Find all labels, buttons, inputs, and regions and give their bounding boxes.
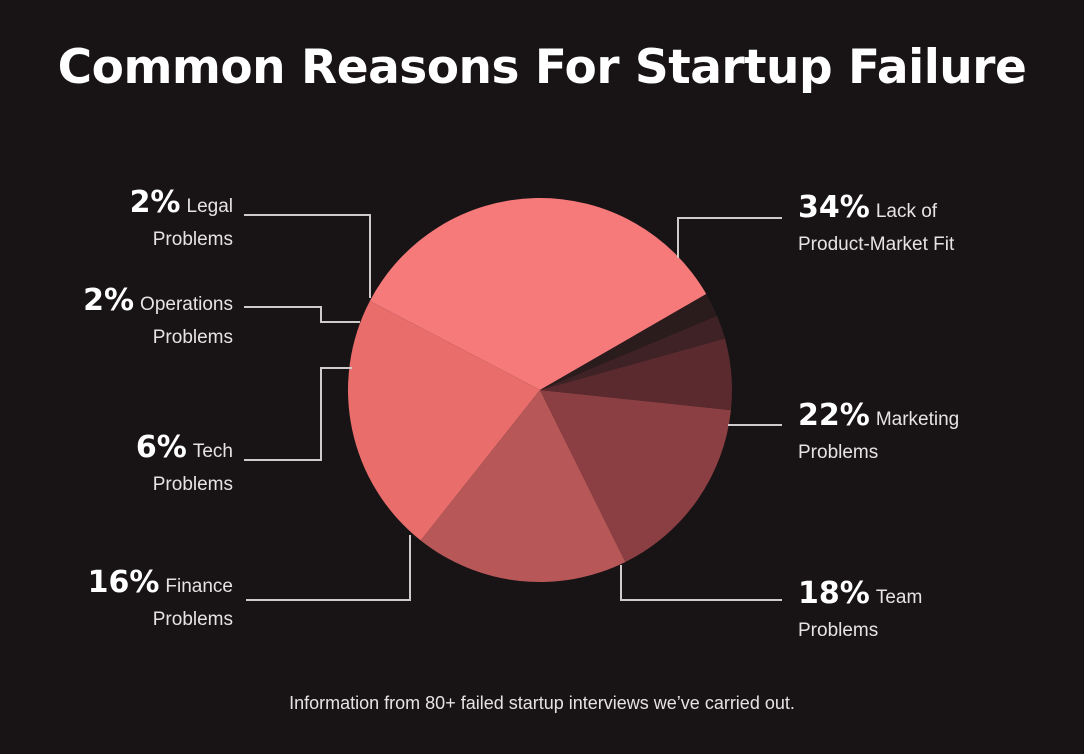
label-line2: Problems bbox=[152, 327, 233, 348]
label-line2: Problems bbox=[152, 229, 233, 250]
label-pct: 18% bbox=[798, 576, 870, 611]
label-line1: Team bbox=[875, 587, 923, 608]
slice-tech bbox=[540, 338, 733, 411]
label-line2: Problems bbox=[798, 442, 879, 463]
label-pct: 16% bbox=[87, 565, 160, 600]
leader-product-market-fit bbox=[677, 217, 782, 258]
label-pct: 22% bbox=[798, 398, 870, 433]
label-pct: 6% bbox=[135, 430, 187, 465]
label-legal: 2% Legal Problems bbox=[40, 187, 233, 257]
leader-team bbox=[620, 565, 782, 601]
label-operations: 2% Operations Problems bbox=[40, 285, 233, 355]
label-line2: Problems bbox=[152, 474, 233, 495]
label-line1: Operations bbox=[140, 294, 233, 315]
label-line1: Tech bbox=[192, 441, 233, 462]
label-pct: 2% bbox=[129, 185, 181, 220]
label-team: 18% Team Problems bbox=[798, 578, 922, 648]
slice-finance bbox=[540, 390, 731, 562]
label-line2: Problems bbox=[152, 609, 233, 630]
label-pct: 2% bbox=[83, 283, 135, 318]
label-line1: Finance bbox=[165, 576, 233, 597]
label-pct: 34% bbox=[798, 190, 870, 225]
label-product-market-fit: 34% Lack of Product-Market Fit bbox=[798, 192, 954, 262]
label-finance: 16% Finance Problems bbox=[40, 567, 233, 637]
leader-legal bbox=[244, 214, 371, 298]
label-line2: Problems bbox=[798, 620, 879, 641]
leader-finance bbox=[246, 535, 411, 601]
label-line1: Marketing bbox=[875, 409, 960, 430]
chart-title: Common Reasons For Startup Failure bbox=[57, 40, 1027, 95]
label-tech: 6% Tech Problems bbox=[40, 432, 233, 502]
label-line2: Product-Market Fit bbox=[798, 234, 955, 255]
label-line1: Lack of bbox=[875, 201, 938, 222]
leader-operations bbox=[244, 306, 360, 323]
footnote: Information from 80+ failed startup inte… bbox=[289, 693, 795, 713]
slice-marketing bbox=[348, 301, 540, 541]
slice-product-market-fit bbox=[369, 197, 707, 390]
slice-team bbox=[420, 390, 626, 583]
label-line1: Legal bbox=[186, 196, 234, 217]
slice-legal bbox=[540, 294, 717, 390]
leader-tech bbox=[244, 367, 352, 461]
label-marketing: 22% Marketing Problems bbox=[798, 400, 959, 470]
slice-operations bbox=[540, 315, 725, 390]
